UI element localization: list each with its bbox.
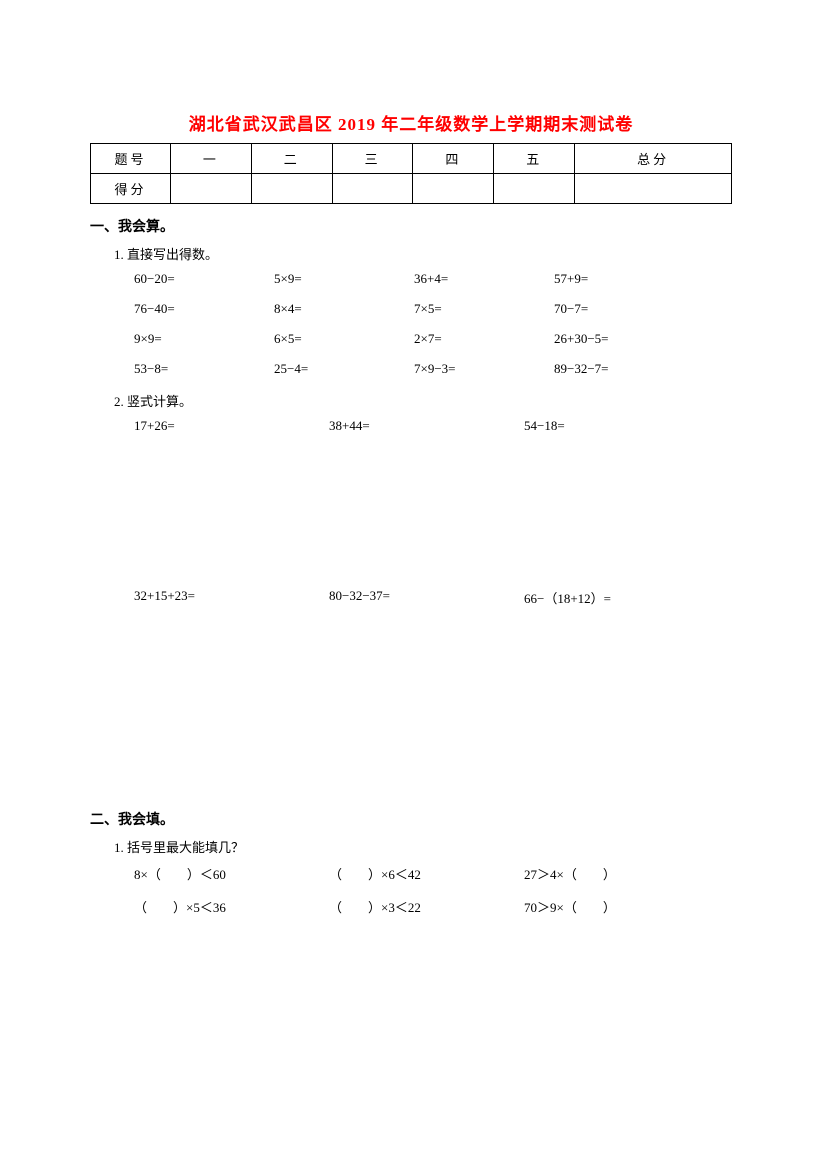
table-cell [171,174,252,204]
table-cell [575,174,732,204]
table-row: 得分 [91,174,732,204]
calc-row: 60−20= 5×9= 36+4= 57+9= [134,271,732,287]
calc-row: 9×9= 6×5= 2×7= 26+30−5= [134,331,732,347]
table-cell: 五 [494,144,575,174]
calc-cell: 57+9= [554,271,694,287]
table-cell: 总分 [575,144,732,174]
vertical-cell: 80−32−37= [329,588,524,607]
calc-grid: 60−20= 5×9= 36+4= 57+9= 76−40= 8×4= 7×5=… [134,271,732,377]
fill-cell: （ ）×5＜36 [134,897,329,916]
table-cell [494,174,575,204]
section-2-sub1: 1. 括号里最大能填几？ [114,837,732,856]
calc-cell: 70−7= [554,301,694,317]
calc-cell: 7×9−3= [414,361,554,377]
table-cell [413,174,494,204]
calc-row: 76−40= 8×4= 7×5= 70−7= [134,301,732,317]
fill-cell: （ ）×3＜22 [329,897,524,916]
fill-cell: 8×（ ）＜60 [134,864,329,883]
vertical-cell: 66−（18+12）= [524,588,719,607]
section-2-heading: 二、我会填。 [90,809,732,829]
table-cell: 二 [251,144,332,174]
table-cell: 得分 [91,174,171,204]
vertical-cell: 38+44= [329,418,524,434]
calc-cell: 6×5= [274,331,414,347]
calc-cell: 25−4= [274,361,414,377]
calc-cell: 8×4= [274,301,414,317]
table-cell: 一 [171,144,252,174]
page-title: 湖北省武汉武昌区 2019 年二年级数学上学期期末测试卷 [90,110,732,135]
fill-row: （ ）×5＜36 （ ）×3＜22 70＞9×（ ） [134,897,732,916]
fill-cell: 70＞9×（ ） [524,897,719,916]
calc-row: 53−8= 25−4= 7×9−3= 89−32−7= [134,361,732,377]
table-cell [332,174,413,204]
section-1-sub2: 2. 竖式计算。 [114,391,732,410]
vertical-row-1: 17+26= 38+44= 54−18= [134,418,732,434]
calc-cell: 89−32−7= [554,361,694,377]
fill-cell: （ ）×6＜42 [329,864,524,883]
vertical-cell: 32+15+23= [134,588,329,607]
vertical-cell: 17+26= [134,418,329,434]
table-cell: 题号 [91,144,171,174]
workspace-gap [90,621,732,801]
calc-cell: 36+4= [414,271,554,287]
calc-cell: 2×7= [414,331,554,347]
score-table: 题号 一 二 三 四 五 总分 得分 [90,143,732,204]
table-cell: 四 [413,144,494,174]
fill-cell: 27＞4×（ ） [524,864,719,883]
calc-cell: 76−40= [134,301,274,317]
vertical-cell: 54−18= [524,418,719,434]
calc-cell: 5×9= [274,271,414,287]
calc-cell: 26+30−5= [554,331,694,347]
calc-cell: 60−20= [134,271,274,287]
section-1-sub1: 1. 直接写出得数。 [114,244,732,263]
vertical-row-2: 32+15+23= 80−32−37= 66−（18+12）= [134,588,732,607]
calc-cell: 53−8= [134,361,274,377]
table-cell [251,174,332,204]
table-row: 题号 一 二 三 四 五 总分 [91,144,732,174]
section-1-heading: 一、我会算。 [90,216,732,236]
fill-row: 8×（ ）＜60 （ ）×6＜42 27＞4×（ ） [134,864,732,883]
calc-cell: 9×9= [134,331,274,347]
workspace-gap [90,448,732,588]
table-cell: 三 [332,144,413,174]
calc-cell: 7×5= [414,301,554,317]
